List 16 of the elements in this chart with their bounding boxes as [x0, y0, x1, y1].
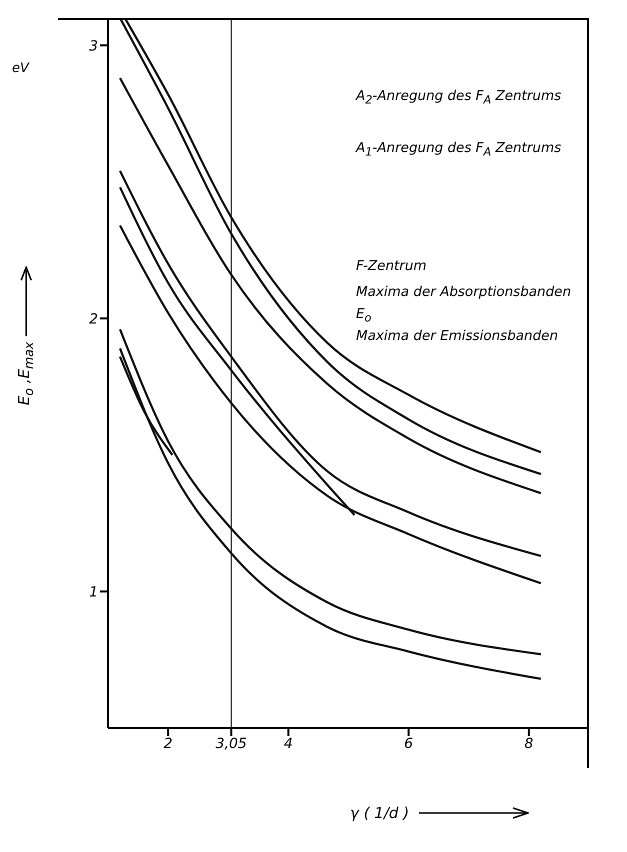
y-tick-label: 2 — [89, 311, 98, 328]
x-axis-title: γ ( 1/d ) — [350, 804, 410, 822]
annotation: F-Zentrum — [356, 258, 427, 274]
x-tick-label: 6 — [404, 736, 414, 752]
y-tick-label: 1 — [89, 584, 98, 600]
x-tick-label: 3,05 — [216, 736, 247, 752]
y-tick-label: 3 — [89, 38, 98, 54]
annotation: Maxima der Emissionsbanden — [356, 328, 558, 344]
x-tick-label: 4 — [284, 736, 293, 752]
x-tick-label: 2 — [164, 736, 173, 752]
annotation: E$_{o}$ — [356, 306, 372, 325]
annotation: A$_{2}$-Anregung des F$_{A}$ Zentrums — [356, 88, 562, 107]
annotation: A$_{1}$-Anregung des F$_{A}$ Zentrums — [356, 140, 562, 159]
annotation: Maxima der Absorptionsbanden — [356, 284, 572, 300]
text: eV — [12, 60, 29, 76]
x-tick-label: 8 — [524, 736, 534, 752]
